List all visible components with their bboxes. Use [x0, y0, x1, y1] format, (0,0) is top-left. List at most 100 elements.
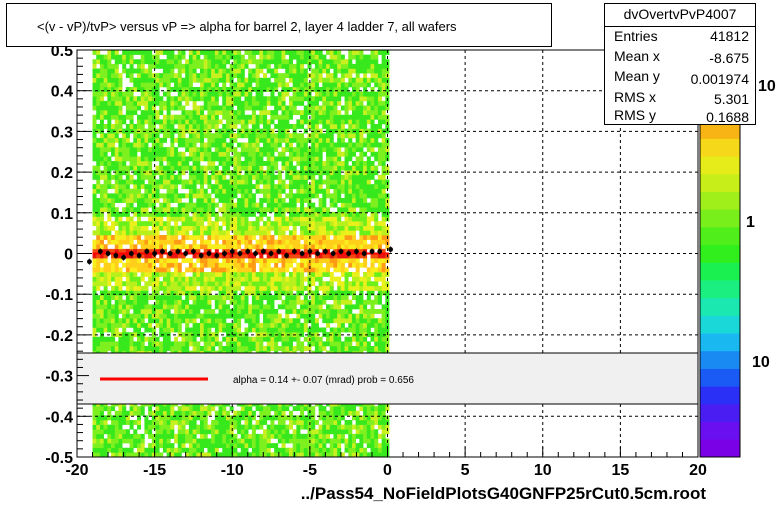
heatmap-cell [263, 105, 268, 111]
heatmap-cell [185, 447, 190, 453]
heatmap-cell [114, 156, 119, 162]
heatmap-cell [300, 170, 305, 176]
heatmap-cell [129, 322, 134, 328]
heatmap-cell [266, 299, 271, 305]
heatmap-cell [211, 253, 216, 259]
heatmap-cell [225, 96, 230, 102]
heatmap-cell [248, 119, 253, 125]
heatmap-cell [255, 156, 260, 162]
heatmap-cell [248, 309, 253, 314]
heatmap-cell [277, 170, 282, 176]
heatmap-cell [166, 198, 171, 203]
heatmap-cell [225, 235, 230, 240]
heatmap-cell [225, 73, 230, 79]
heatmap-cell [103, 299, 108, 305]
heatmap-cell [318, 50, 323, 55]
heatmap-cell [92, 133, 97, 139]
heatmap-cell [162, 225, 167, 231]
heatmap-cell [174, 63, 179, 69]
heatmap-cell [99, 424, 104, 430]
heatmap-cell [318, 170, 323, 176]
heatmap-cell [266, 336, 271, 342]
heatmap-cell [107, 415, 112, 421]
heatmap-cell [125, 341, 130, 347]
heatmap-cell [292, 77, 297, 83]
heatmap-cell [285, 267, 290, 273]
heatmap-cell [225, 290, 230, 296]
heatmap-cell [307, 119, 312, 125]
heatmap-cell [181, 77, 186, 83]
heatmap-cell [207, 96, 212, 102]
heatmap-cell [144, 156, 149, 162]
heatmap-cell [92, 276, 97, 282]
heatmap-cell [300, 452, 305, 458]
heatmap-cell [233, 322, 238, 328]
heatmap-cell [162, 77, 167, 83]
heatmap-cell [188, 332, 193, 338]
heatmap-cell [103, 142, 108, 148]
heatmap-cell [118, 184, 123, 190]
heatmap-cell [144, 96, 149, 102]
heatmap-cell [255, 77, 260, 83]
heatmap-cell [151, 313, 156, 319]
heatmap-cell [225, 281, 230, 287]
heatmap-cell [96, 429, 101, 435]
heatmap-cell [170, 133, 175, 139]
heatmap-cell [122, 59, 127, 65]
heatmap-cell [125, 336, 130, 342]
heatmap-cell [233, 100, 238, 106]
heatmap-cell [122, 147, 127, 153]
heatmap-cell [185, 59, 190, 65]
heatmap-cell [122, 438, 127, 444]
heatmap-cell [326, 174, 331, 180]
heatmap-cell [200, 313, 205, 319]
heatmap-cell [266, 50, 271, 55]
heatmap-cell [148, 137, 153, 143]
heatmap-cell [255, 285, 260, 291]
heatmap-cell [207, 91, 212, 97]
heatmap-cell [314, 179, 319, 185]
heatmap-cell [248, 253, 253, 259]
heatmap-cell [151, 336, 156, 342]
heatmap-cell [225, 433, 230, 439]
heatmap-cell [181, 341, 186, 347]
heatmap-cell [144, 128, 149, 134]
heatmap-cell [251, 309, 256, 314]
heatmap-cell [137, 119, 142, 125]
heatmap-cell [288, 156, 293, 162]
heatmap-cell [288, 100, 293, 106]
heatmap-cell [237, 156, 242, 162]
heatmap-cell [174, 336, 179, 342]
heatmap-cell [174, 262, 179, 268]
heatmap-cell [92, 327, 97, 333]
heatmap-cell [248, 142, 253, 148]
heatmap-cell [137, 184, 142, 190]
heatmap-cell [318, 54, 323, 60]
heatmap-cell [177, 133, 182, 139]
heatmap-cell [96, 96, 101, 102]
heatmap-cell [103, 100, 108, 106]
heatmap-cell [244, 290, 249, 296]
heatmap-cell [274, 133, 279, 139]
heatmap-cell [118, 151, 123, 157]
heatmap-cell [274, 105, 279, 111]
heatmap-cell [222, 68, 227, 74]
heatmap-cell [181, 124, 186, 129]
heatmap-cell [233, 119, 238, 125]
heatmap-cell [111, 54, 116, 60]
heatmap-cell [263, 290, 268, 296]
heatmap-cell [251, 327, 256, 333]
heatmap-cell [148, 216, 153, 222]
heatmap-cell [333, 424, 338, 430]
heatmap-cell [151, 262, 156, 268]
heatmap-cell [274, 327, 279, 333]
heatmap-cell [162, 415, 167, 421]
heatmap-cell [266, 216, 271, 222]
heatmap-cell [155, 100, 160, 106]
heatmap-cell [251, 424, 256, 430]
heatmap-cell [277, 119, 282, 125]
heatmap-cell [185, 211, 190, 217]
heatmap-cell [270, 50, 275, 55]
heatmap-cell [166, 225, 171, 231]
heatmap-cell [151, 290, 156, 296]
